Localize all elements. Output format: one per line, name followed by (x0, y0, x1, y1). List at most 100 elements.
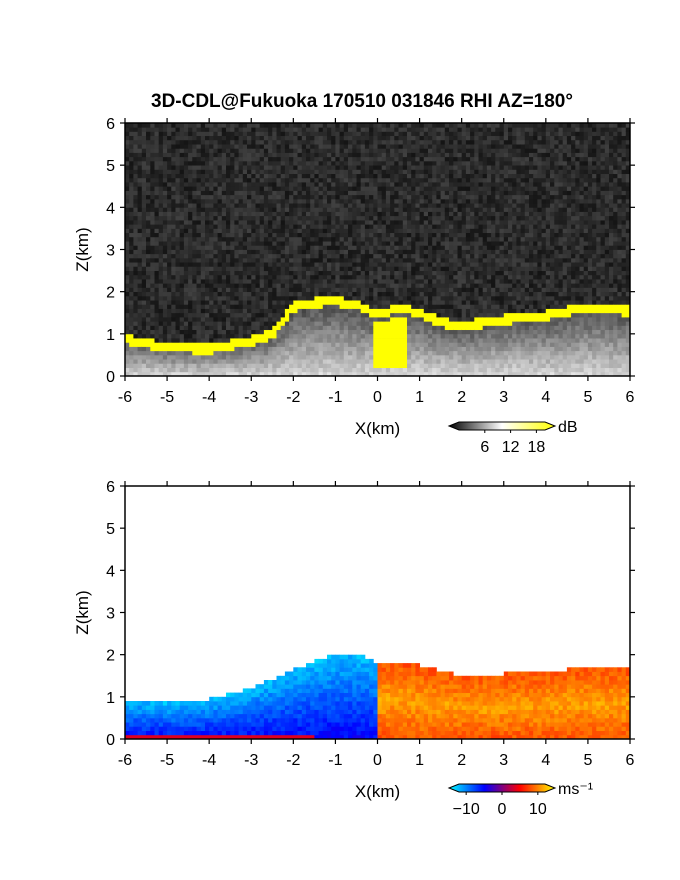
heatmap-cell (343, 283, 349, 288)
heatmap-cell (310, 123, 315, 128)
heatmap-cell (444, 220, 450, 225)
heatmap-cell (272, 156, 277, 162)
heatmap-cell (411, 198, 416, 204)
heatmap-cell (301, 169, 307, 175)
heatmap-cell (377, 228, 383, 234)
heatmap-cell (407, 131, 412, 137)
heatmap-cell (192, 312, 197, 318)
heatmap-cell (331, 354, 336, 360)
heatmap-cell (150, 359, 155, 364)
heatmap-cell (162, 127, 168, 132)
heatmap-cell (436, 283, 442, 288)
heatmap-cell (259, 333, 265, 339)
heatmap-cell (175, 304, 181, 309)
heatmap-cell (268, 123, 273, 128)
heatmap-cell (411, 241, 416, 246)
heatmap-cell (242, 350, 248, 356)
heatmap-cell (331, 165, 336, 170)
heatmap-cell (280, 333, 286, 339)
heatmap-cell (407, 232, 412, 238)
heatmap-cell (331, 342, 336, 347)
heatmap-cell (339, 152, 345, 158)
heatmap-cell (440, 127, 446, 132)
heatmap-cell (470, 241, 475, 246)
heatmap-cell (251, 131, 256, 137)
heatmap-cell (461, 220, 467, 225)
heatmap-cell (470, 173, 475, 179)
heatmap-cell (373, 144, 378, 149)
heatmap-cell (259, 257, 265, 263)
heatmap-cell (318, 203, 324, 208)
heatmap-cell (318, 283, 324, 288)
heatmap-cell (360, 236, 366, 242)
heatmap-cell (470, 123, 475, 128)
heatmap-cell (348, 198, 353, 204)
heatmap-cell (402, 266, 408, 272)
heatmap-cell (301, 342, 307, 347)
heatmap-cell (192, 224, 197, 229)
heatmap-cell (310, 156, 315, 162)
heatmap-cell (146, 291, 151, 297)
heatmap-cell (398, 215, 404, 221)
heatmap-cell (318, 300, 324, 305)
heatmap-cell (221, 215, 227, 221)
heatmap-cell (327, 165, 332, 170)
heatmap-cell (141, 139, 147, 145)
heatmap-cell (440, 283, 446, 288)
heatmap-cell (188, 350, 193, 356)
heatmap-cell (453, 198, 458, 204)
heatmap-cell (394, 270, 399, 276)
heatmap-cell (230, 359, 235, 364)
heatmap-cell (259, 186, 265, 191)
heatmap-cell (394, 190, 399, 196)
heatmap-cell (314, 182, 320, 187)
heatmap-cell (373, 194, 378, 200)
heatmap-cell (411, 274, 416, 280)
heatmap-cell (394, 215, 399, 221)
heatmap-cell (175, 194, 181, 200)
heatmap-cell (205, 165, 210, 170)
heatmap-cell (297, 266, 303, 272)
heatmap-cell (209, 304, 214, 309)
heatmap-cell (314, 249, 320, 255)
heatmap-cell (461, 139, 467, 145)
heatmap-cell (162, 338, 168, 343)
heatmap-cell (263, 220, 269, 225)
heatmap-cell (373, 257, 378, 263)
heatmap-cell (402, 317, 408, 322)
heatmap-cell (432, 262, 437, 267)
heatmap-cell (213, 359, 219, 364)
heatmap-cell (238, 194, 244, 200)
heatmap-cell (385, 266, 391, 272)
heatmap-cell (327, 245, 332, 250)
heatmap-cell (251, 262, 256, 267)
heatmap-cell (175, 249, 181, 255)
heatmap-cell (179, 123, 185, 128)
heatmap-cell (255, 241, 261, 246)
heatmap-cell (213, 127, 219, 132)
heatmap-cell (284, 295, 290, 301)
heatmap-cell (171, 333, 176, 339)
heatmap-cell (360, 266, 366, 272)
heatmap-cell (217, 317, 223, 322)
heatmap-cell (432, 367, 437, 373)
heatmap-cell (183, 342, 189, 347)
heatmap-cell (200, 190, 206, 196)
heatmap-cells (125, 123, 631, 377)
heatmap-cell (352, 169, 357, 175)
heatmap-cell (171, 186, 176, 191)
heatmap-cell (436, 354, 442, 360)
heatmap-cell (213, 367, 219, 373)
heatmap-cell (461, 194, 467, 200)
heatmap-cell (377, 350, 383, 356)
heatmap-cell (440, 253, 446, 259)
heatmap-cell (457, 190, 463, 196)
heatmap-cell (415, 207, 421, 212)
heatmap-cell (284, 350, 290, 356)
heatmap-cell (188, 346, 193, 352)
heatmap-cell (205, 274, 210, 280)
heatmap-cell (444, 266, 450, 272)
heatmap-cell (259, 283, 265, 288)
heatmap-cell (407, 245, 412, 250)
heatmap-cell (205, 160, 210, 166)
